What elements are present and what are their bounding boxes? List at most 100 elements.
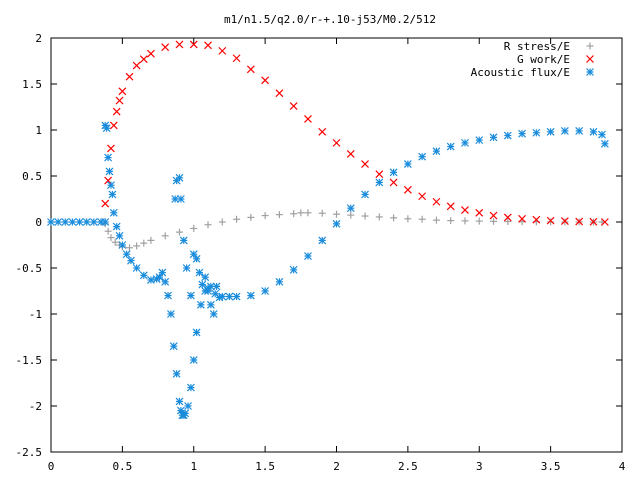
data-point	[122, 250, 131, 259]
data-point	[446, 142, 455, 151]
data-point	[186, 291, 195, 300]
data-point	[218, 218, 226, 226]
data-point	[261, 76, 270, 85]
data-point	[318, 209, 326, 217]
data-point	[115, 231, 124, 240]
x-tick-label: 2	[333, 460, 340, 473]
data-point	[475, 136, 484, 145]
data-point	[475, 217, 483, 225]
data-point	[182, 264, 191, 272]
data-point	[206, 300, 215, 309]
data-point	[600, 139, 609, 148]
data-point	[361, 160, 369, 168]
data-point	[503, 213, 512, 222]
data-point	[390, 214, 398, 222]
data-point	[54, 218, 63, 226]
data-point	[218, 292, 227, 301]
data-point	[132, 264, 141, 272]
data-point	[318, 127, 327, 136]
data-point	[289, 102, 298, 111]
data-point	[109, 208, 118, 217]
data-point	[118, 241, 127, 249]
legend-marker	[586, 42, 594, 50]
data-point	[332, 138, 341, 147]
data-point	[133, 242, 141, 250]
data-point	[403, 185, 412, 194]
data-point	[232, 54, 241, 63]
data-point	[175, 228, 183, 236]
data-point	[600, 218, 609, 226]
data-point	[418, 215, 426, 223]
data-point	[490, 217, 498, 225]
x-tick-label: 4	[619, 460, 626, 473]
data-point	[418, 152, 427, 161]
data-point	[246, 65, 255, 74]
data-points	[47, 40, 609, 420]
data-point	[175, 40, 184, 49]
data-point	[261, 287, 270, 295]
data-point	[198, 280, 207, 289]
data-point	[489, 211, 498, 220]
legend-label: R stress/E	[504, 40, 570, 53]
data-point	[389, 178, 398, 187]
data-point	[247, 213, 255, 221]
legend-marker	[586, 68, 594, 76]
x-tick-label: 3.5	[541, 460, 561, 473]
data-point	[192, 328, 201, 337]
legend-label: G work/E	[517, 53, 570, 66]
data-point	[332, 219, 341, 228]
data-point	[189, 40, 198, 49]
data-point	[261, 212, 269, 220]
y-tick-label: -0.5	[16, 262, 43, 275]
data-point	[166, 310, 175, 318]
data-point	[169, 342, 178, 351]
y-tick-label: 1.5	[22, 78, 42, 91]
data-point	[575, 217, 584, 226]
data-point	[47, 218, 55, 226]
data-point	[532, 215, 541, 224]
x-tick-label: 0.5	[112, 460, 132, 473]
data-point	[347, 211, 355, 219]
data-point	[475, 208, 484, 217]
data-point	[75, 218, 84, 226]
data-point	[246, 291, 255, 300]
data-point	[361, 190, 369, 199]
x-tick-label: 1.5	[255, 460, 275, 473]
data-point	[232, 292, 241, 301]
data-point	[461, 138, 469, 147]
y-tick-label: -1	[29, 308, 42, 321]
x-tick-label: 2.5	[398, 460, 418, 473]
data-point	[346, 204, 355, 213]
data-point	[125, 72, 134, 81]
data-point	[108, 190, 117, 199]
data-point	[204, 41, 212, 50]
data-point	[212, 282, 221, 291]
data-point	[112, 107, 121, 116]
data-point	[109, 121, 118, 130]
data-point	[102, 124, 111, 133]
data-point	[304, 209, 312, 217]
data-point	[503, 131, 512, 140]
data-point	[546, 216, 555, 225]
data-point	[118, 87, 127, 96]
data-point	[107, 234, 115, 242]
data-point	[195, 268, 204, 277]
series-1	[101, 40, 609, 226]
x-tick-label: 0	[48, 460, 55, 473]
chart-title: m1/n1.5/q2.0/r-+.10-j53/M0.2/512	[224, 13, 436, 26]
data-point	[147, 236, 155, 244]
y-tick-label: -2	[29, 400, 42, 413]
data-point	[447, 217, 455, 225]
data-point	[101, 218, 110, 226]
data-point	[181, 409, 190, 418]
data-point	[375, 213, 383, 221]
data-point	[304, 252, 312, 260]
data-point	[115, 96, 124, 105]
data-point	[204, 287, 212, 295]
data-point	[432, 197, 441, 206]
y-tick-label: -2.5	[16, 446, 43, 459]
data-point	[104, 227, 112, 235]
data-point	[101, 199, 110, 208]
